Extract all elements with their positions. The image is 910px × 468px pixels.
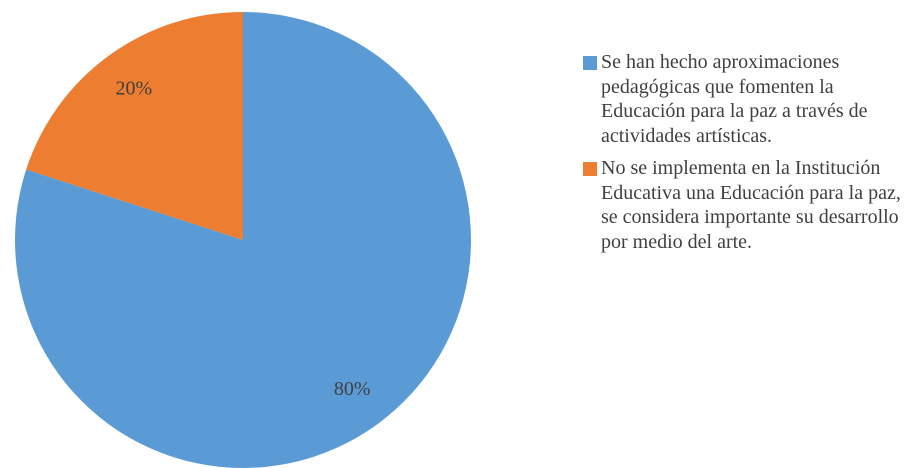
legend-label: Se han hecho aproximaciones pedagógicas … — [601, 51, 868, 147]
legend-label: No se implementa en la Institución Educa… — [601, 157, 901, 253]
legend-item: No se implementa en la Institución Educa… — [583, 156, 908, 254]
data-label: 20% — [115, 77, 152, 99]
data-label: 80% — [334, 378, 371, 400]
legend-item: Se han hecho aproximaciones pedagógicas … — [583, 50, 908, 148]
legend-swatch — [583, 162, 597, 176]
pie-slice — [26, 12, 243, 240]
legend-swatch — [583, 56, 597, 70]
pie-slice — [15, 12, 472, 468]
legend: Se han hecho aproximaciones pedagógicas … — [583, 50, 908, 262]
